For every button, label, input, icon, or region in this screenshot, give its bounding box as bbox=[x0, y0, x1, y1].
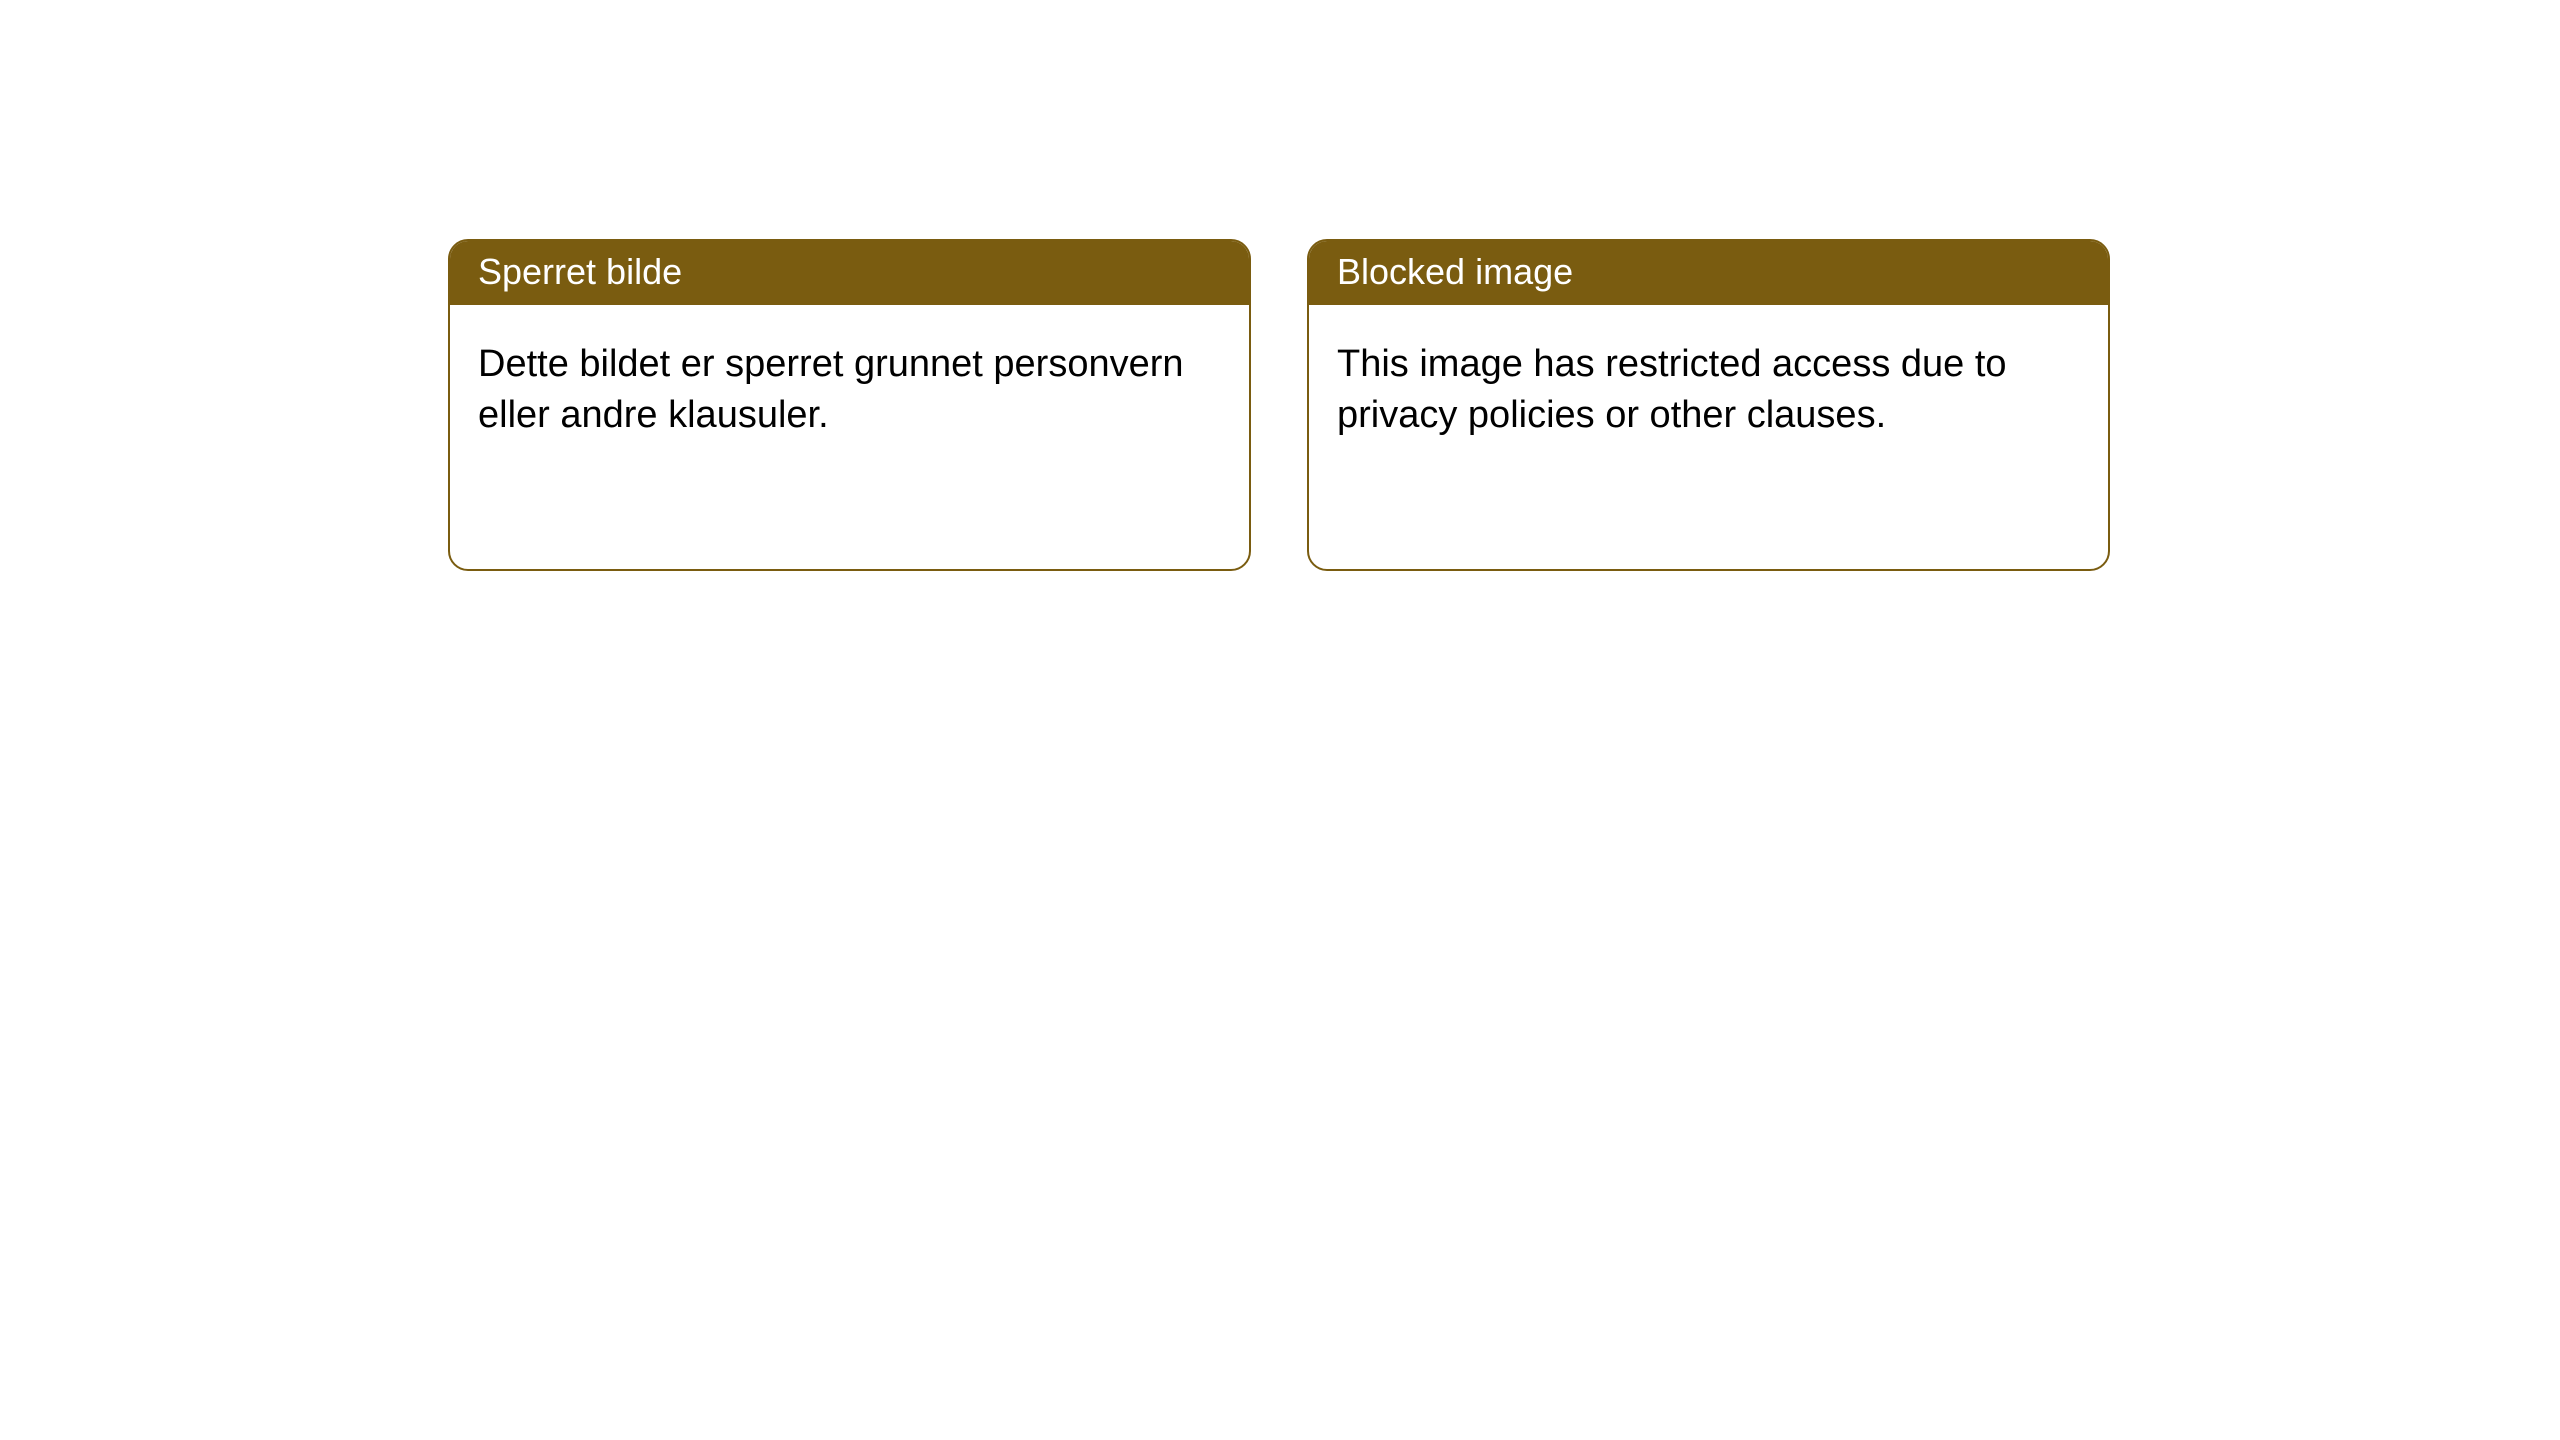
notice-header: Blocked image bbox=[1309, 241, 2108, 305]
notice-body: Dette bildet er sperret grunnet personve… bbox=[450, 305, 1249, 476]
notice-title: Sperret bilde bbox=[478, 251, 682, 292]
notice-box-norwegian: Sperret bilde Dette bildet er sperret gr… bbox=[448, 239, 1251, 571]
notice-box-english: Blocked image This image has restricted … bbox=[1307, 239, 2110, 571]
notice-body-text: Dette bildet er sperret grunnet personve… bbox=[478, 343, 1184, 436]
notice-header: Sperret bilde bbox=[450, 241, 1249, 305]
notice-title: Blocked image bbox=[1337, 251, 1573, 292]
notice-body-text: This image has restricted access due to … bbox=[1337, 343, 2007, 436]
notices-container: Sperret bilde Dette bildet er sperret gr… bbox=[448, 239, 2110, 571]
notice-body: This image has restricted access due to … bbox=[1309, 305, 2108, 476]
